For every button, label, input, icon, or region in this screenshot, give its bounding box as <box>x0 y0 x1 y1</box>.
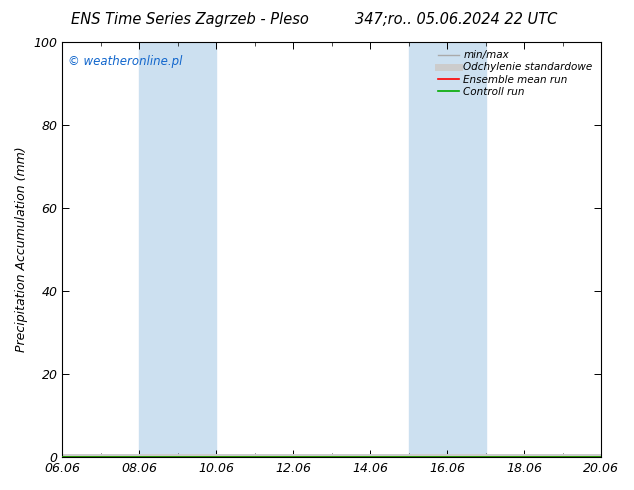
Legend: min/max, Odchylenie standardowe, Ensemble mean run, Controll run: min/max, Odchylenie standardowe, Ensembl… <box>436 47 596 100</box>
Y-axis label: Precipitation Accumulation (mm): Precipitation Accumulation (mm) <box>15 147 28 352</box>
Bar <box>139 42 216 457</box>
Text: 347;ro.. 05.06.2024 22 UTC: 347;ro.. 05.06.2024 22 UTC <box>355 12 558 27</box>
Bar <box>409 42 486 457</box>
Text: ENS Time Series Zagrzeb - Pleso: ENS Time Series Zagrzeb - Pleso <box>71 12 309 27</box>
Text: © weatheronline.pl: © weatheronline.pl <box>68 54 182 68</box>
